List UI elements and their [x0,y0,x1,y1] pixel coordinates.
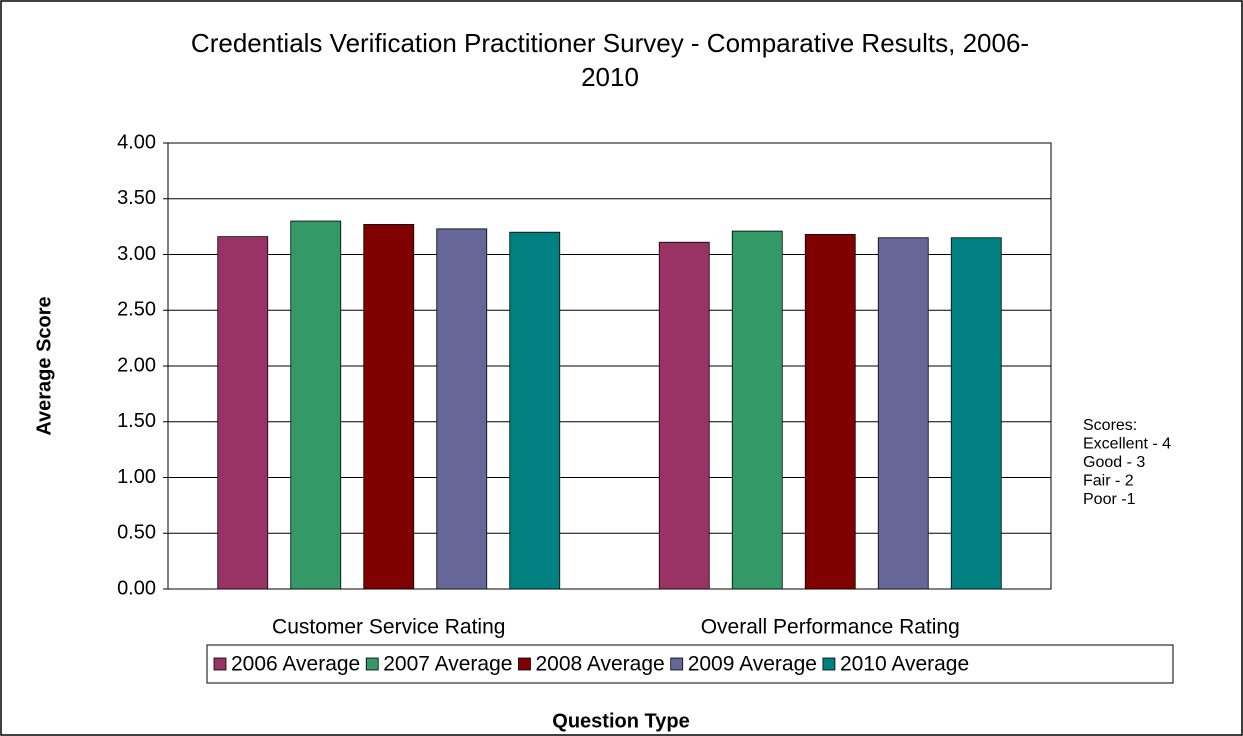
legend-label: 2006 Average [231,653,360,676]
y-axis-label: Average Score [33,296,55,435]
y-tick-label: 1.50 [117,410,156,432]
chart-title: Credentials Verification Practitioner Su… [190,28,1030,92]
bar [217,236,269,590]
annotation: Excellent - 4 [1083,436,1171,453]
annotation: Poor -1 [1083,491,1136,508]
y-tick-label: 0.00 [117,577,156,599]
y-tick-label: 2.00 [117,354,156,376]
y-tick-label: 2.50 [117,299,156,321]
legend-label: 2008 Average [535,653,664,676]
legend-label: 2010 Average [840,653,969,676]
x-tick-label: Overall Performance Rating [701,616,960,639]
y-tick-label: 4.00 [117,131,156,153]
bar [290,220,342,590]
y-tick-label: 3.50 [117,187,156,209]
y-tick-label: 1.00 [117,466,156,488]
bar [804,234,856,590]
legend-swatch [822,657,836,671]
bar [363,223,415,590]
bar [731,230,783,590]
y-tick-label: 0.50 [117,522,156,544]
legend-swatch [670,657,684,671]
bar [509,231,561,590]
annotation: Scores: [1083,417,1137,434]
legend-swatch [365,657,379,671]
bar [658,241,710,590]
bar [877,237,929,590]
y-tick-label: 3.00 [117,243,156,265]
bar [436,228,488,590]
legend-label: 2007 Average [383,653,512,676]
bar [950,237,1002,590]
x-tick-label: Customer Service Rating [272,616,505,639]
legend-label: 2009 Average [688,653,817,676]
x-axis-label: Question Type [552,710,689,732]
legend-swatch [213,657,227,671]
legend-swatch [518,657,531,671]
annotation: Good - 3 [1083,454,1145,471]
annotation: Fair - 2 [1083,473,1134,490]
